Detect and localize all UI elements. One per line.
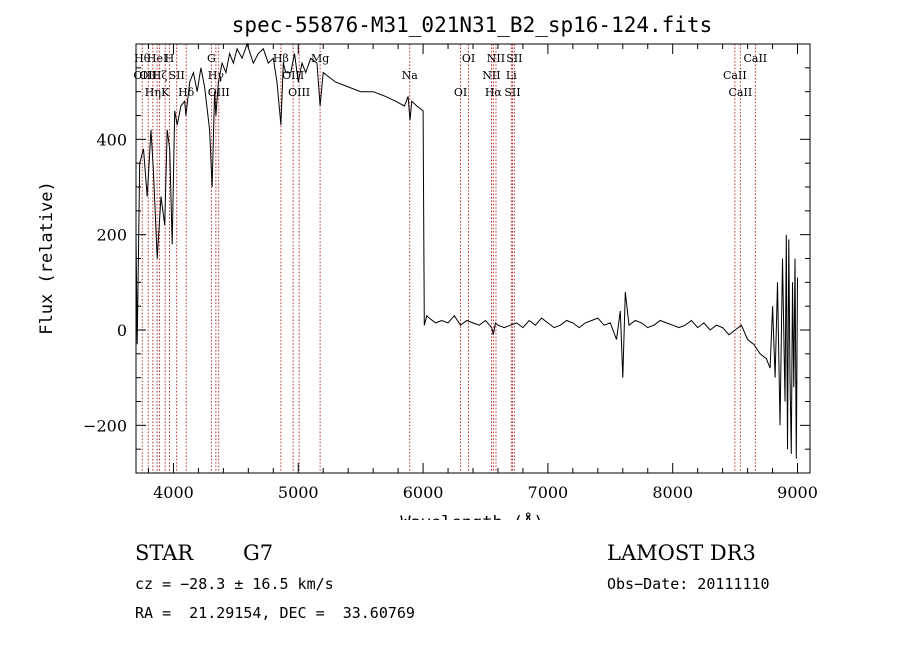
line-label: SII [169, 69, 185, 82]
line-label: CaII [723, 69, 747, 82]
y-tick-label: 400 [96, 130, 127, 149]
line-label: Li [506, 69, 517, 82]
line-label: NII [482, 69, 500, 82]
line-label: OII [133, 69, 151, 82]
spectrum-line [135, 42, 798, 459]
line-label: Hα [485, 86, 503, 99]
axis-ticks [136, 44, 810, 474]
redshift-velocity: cz = −28.3 ± 16.5 km/s [135, 575, 334, 593]
line-label: Hζ [152, 69, 168, 82]
line-label: K [161, 86, 170, 99]
line-label: OIII [208, 86, 230, 99]
line-label: OII [139, 69, 157, 82]
plot-frame [135, 43, 811, 474]
tick-labels: 4000 5000 6000 7000 8000 9000 −200 0 200 400 [83, 130, 818, 502]
x-axis-label: Wavelength (Å) [400, 511, 543, 520]
line-label: Mg [311, 52, 329, 65]
spectral-line-markers [141, 44, 756, 473]
line-label: Na [402, 69, 419, 82]
x-tick-label: 5000 [278, 483, 319, 502]
x-tick-label: 7000 [528, 483, 569, 502]
line-label: Hθ [134, 52, 151, 65]
line-label: Hδ [178, 86, 195, 99]
x-tick-label: 9000 [777, 483, 818, 502]
x-tick-label: 4000 [153, 483, 194, 502]
line-label: NII [487, 52, 505, 65]
observation-date: Obs−Date: 20111110 [607, 575, 770, 593]
x-tick-label: 6000 [403, 483, 444, 502]
line-label: G [207, 52, 216, 65]
line-label: SII [506, 52, 522, 65]
line-label: OIII [288, 86, 310, 99]
line-label: Hη [145, 86, 161, 99]
object-class: STAR [135, 541, 194, 565]
line-label: OI [462, 52, 475, 65]
line-label: CaII [729, 86, 753, 99]
line-label: HeI [147, 52, 167, 65]
line-label: CaII [743, 52, 767, 65]
x-tick-label: 8000 [652, 483, 693, 502]
y-axis-label: Flux (relative) [37, 181, 57, 335]
coordinates: RA = 21.29154, DEC = 33.60769 [135, 604, 415, 622]
line-label: Hβ [273, 52, 289, 65]
line-label: OI [454, 86, 467, 99]
y-tick-label: 200 [96, 226, 127, 245]
chart-title: spec-55876-M31_021N31_B2_sp16-124.fits [232, 13, 712, 37]
line-label: SII [504, 86, 520, 99]
line-label: H [165, 52, 175, 65]
spectral-line-labels: HθOIIOIIHηHeIHζKHSIIHδGHγOIIIHβOIIIOIIIM… [133, 52, 767, 99]
spectrum-chart: spec-55876-M31_021N31_B2_sp16-124.fits H… [37, 13, 818, 520]
y-tick-label: −200 [83, 416, 127, 435]
survey-name: LAMOST DR3 [607, 541, 756, 565]
y-tick-label: 0 [117, 321, 127, 340]
object-subclass: G7 [243, 541, 274, 565]
line-label: Hγ [208, 69, 225, 82]
